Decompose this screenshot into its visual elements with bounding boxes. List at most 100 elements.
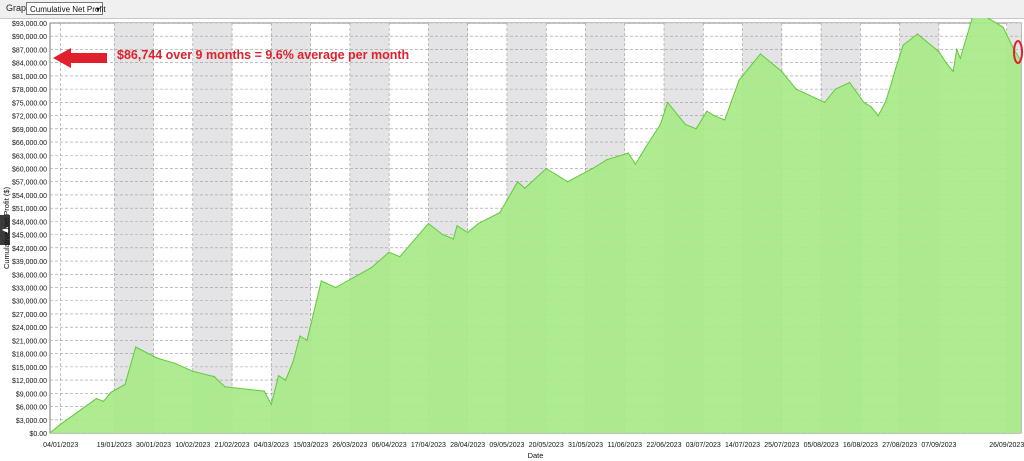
data-point (320, 280, 322, 282)
data-point (545, 167, 547, 170)
data-point (102, 400, 105, 402)
y-tick-label: $60,000.00 (12, 166, 47, 173)
y-tick-label: $72,000.00 (12, 114, 47, 121)
data-point (945, 62, 947, 64)
x-tick-label: 04/03/2023 (254, 442, 289, 449)
x-tick-label: 03/07/2023 (686, 442, 721, 449)
data-point (110, 391, 112, 394)
data-point (759, 53, 762, 55)
y-tick-label: $36,000.00 (12, 272, 47, 279)
y-tick-label: $69,000.00 (12, 127, 47, 134)
data-point (695, 128, 697, 130)
data-point (517, 181, 519, 183)
data-point (902, 44, 904, 46)
data-point (606, 159, 608, 161)
data-point (959, 57, 961, 59)
profit-line (49, 18, 1022, 434)
x-tick-label: 22/06/2023 (646, 442, 681, 449)
data-point (956, 48, 958, 51)
y-tick-label: $93,000.00 (12, 21, 47, 28)
y-tick-label: $48,000.00 (12, 219, 47, 226)
data-point (592, 167, 594, 170)
data-point (877, 114, 879, 117)
red-arrow-icon (53, 48, 107, 68)
data-point (795, 88, 797, 90)
x-tick-label: 26/03/2023 (332, 442, 367, 449)
data-point (399, 256, 401, 258)
y-axis-label: Cumulative Net Profit ($) (2, 186, 11, 269)
data-point (966, 33, 969, 35)
y-tick-label: $66,000.00 (12, 140, 47, 147)
x-tick-label: 30/01/2023 (136, 442, 171, 449)
data-point (738, 79, 740, 81)
data-point (849, 81, 851, 84)
y-tick-label: $87,000.00 (12, 47, 47, 54)
data-point (952, 70, 954, 73)
y-tick-label: $63,000.00 (12, 153, 47, 160)
x-tick-label: 28/04/2023 (450, 442, 485, 449)
data-point (781, 70, 783, 73)
y-tick-label: $18,000.00 (12, 352, 47, 359)
x-tick-label: 11/06/2023 (607, 442, 642, 449)
date-band (192, 23, 233, 433)
data-point (988, 18, 990, 20)
x-tick-label: 19/01/2023 (97, 442, 132, 449)
data-point (60, 423, 62, 425)
data-point (456, 225, 458, 227)
toolbar: Graph Cumulative Net Profit ▾ (0, 0, 1024, 19)
data-point (192, 370, 194, 372)
data-point (306, 339, 308, 342)
x-tick-label: 27/08/2023 (882, 442, 917, 449)
data-point (95, 398, 98, 400)
data-point (292, 361, 294, 364)
x-tick-label: 15/03/2023 (293, 442, 328, 449)
data-point (895, 66, 897, 68)
x-tick-label: 31/05/2023 (568, 442, 603, 449)
y-tick-label: $24,000.00 (12, 325, 47, 332)
data-point (277, 375, 280, 377)
data-point (427, 222, 430, 225)
y-tick-label: $90,000.00 (12, 34, 47, 41)
data-point (938, 51, 940, 53)
y-tick-label: $54,000.00 (12, 193, 47, 200)
y-tick-label: $75,000.00 (12, 100, 47, 107)
y-tick-label: $57,000.00 (12, 180, 47, 187)
x-tick-label: 06/04/2023 (372, 442, 407, 449)
data-point (285, 379, 287, 381)
x-tick-label: 21/02/2023 (215, 442, 250, 449)
y-tick-label: $21,000.00 (12, 338, 47, 345)
data-point (824, 101, 826, 103)
data-point (334, 286, 337, 289)
y-tick-label: $78,000.00 (12, 87, 47, 94)
y-tick-label: $6,000.00 (16, 405, 47, 412)
y-tick-label: $42,000.00 (12, 246, 47, 253)
x-tick-label: 07/09/2023 (921, 442, 956, 449)
data-point (1002, 26, 1004, 29)
data-point (452, 238, 454, 240)
red-circle-marker (1013, 40, 1023, 64)
chevron-down-icon: ▾ (95, 5, 100, 14)
data-point (263, 390, 265, 392)
y-tick-label: $15,000.00 (12, 365, 47, 372)
data-point (499, 211, 501, 214)
profit-annotation: $86,744 over 9 months = 9.6% average per… (117, 48, 410, 62)
y-tick-label: $27,000.00 (12, 312, 47, 319)
collapse-panel-button[interactable]: ◀ (0, 215, 10, 245)
data-point (156, 357, 158, 359)
y-tick-label: $12,000.00 (12, 378, 47, 385)
data-point (135, 346, 137, 348)
profit-area (50, 18, 1021, 433)
data-point (467, 231, 469, 234)
data-point (916, 33, 919, 35)
y-tick-label: $84,000.00 (12, 61, 47, 68)
triangle-left-icon: ◀ (1, 225, 9, 234)
graph-type-select[interactable]: Cumulative Net Profit ▾ (26, 2, 106, 15)
data-point (645, 145, 647, 148)
data-point (388, 251, 390, 253)
y-tick-label: $0.00 (29, 431, 47, 438)
x-tick-label: 26/09/2023 (989, 442, 1024, 449)
y-tick-label: $33,000.00 (12, 286, 47, 293)
y-tick-label: $30,000.00 (12, 299, 47, 306)
x-tick-label: 09/05/2023 (489, 442, 524, 449)
data-point (634, 163, 637, 165)
